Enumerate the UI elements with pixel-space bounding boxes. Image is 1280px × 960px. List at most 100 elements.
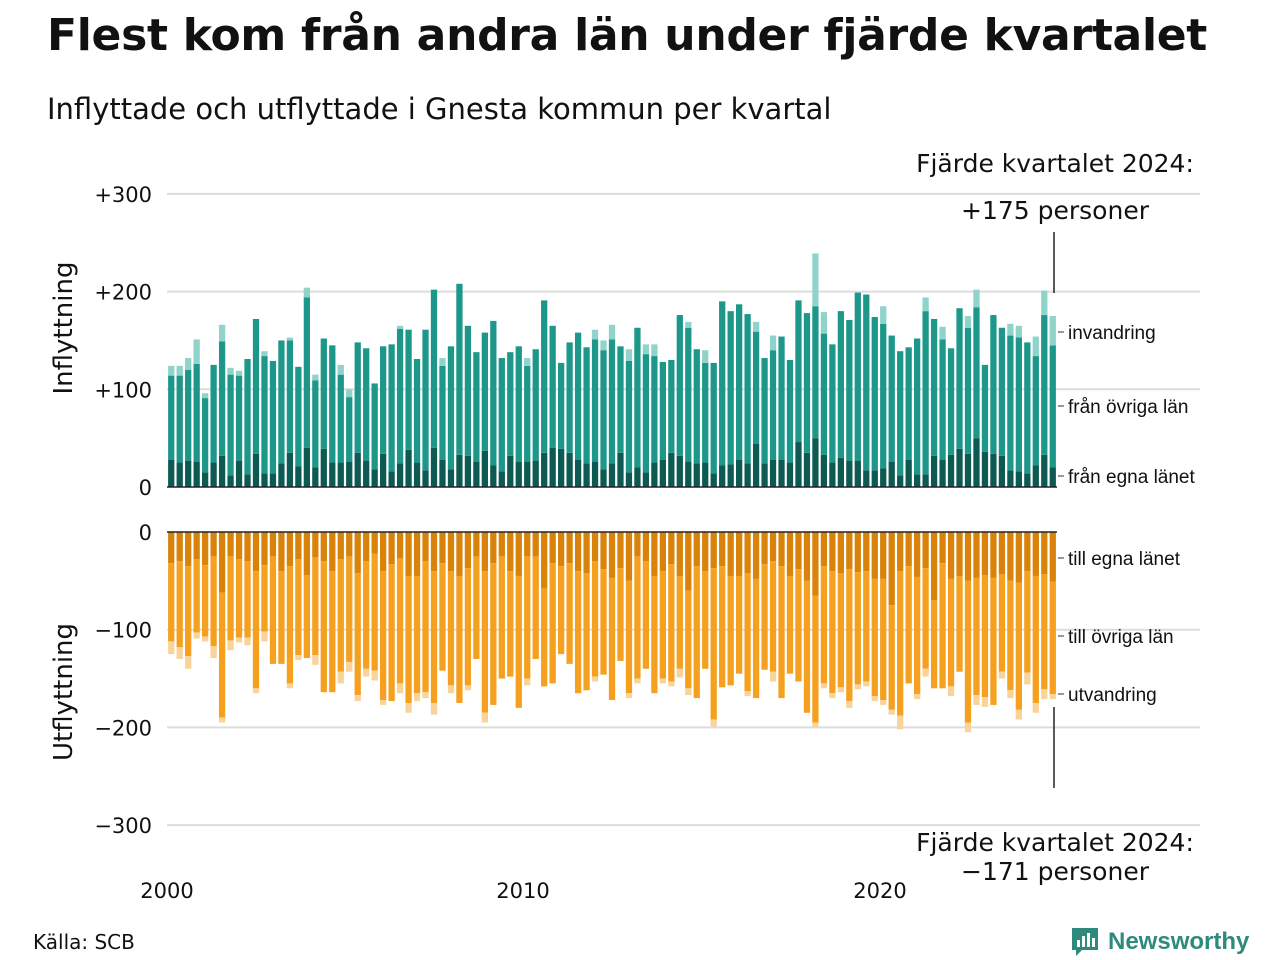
bar-segment — [642, 561, 650, 669]
bar-segment — [439, 563, 446, 671]
chart-subtitle: Inflyttade och utflyttade i Gnesta kommu… — [47, 92, 832, 126]
bar-segment — [515, 532, 522, 576]
bar-segment — [591, 561, 599, 677]
bar-segment — [998, 327, 1006, 456]
bar-segment — [702, 350, 709, 363]
bar-segment — [990, 577, 997, 705]
brand-name: Newsworthy — [1108, 928, 1250, 955]
bar-segment — [566, 532, 573, 564]
bar-segment — [202, 636, 209, 642]
bar-segment — [1049, 694, 1056, 700]
bar-segment — [227, 475, 234, 487]
bar-segment — [490, 532, 497, 564]
bar-segment — [312, 467, 319, 487]
bar-segment — [235, 370, 243, 376]
bar-segment — [897, 475, 904, 487]
bar-segment — [329, 532, 336, 572]
bar-segment — [388, 471, 395, 487]
bar-segment — [380, 453, 387, 487]
y-tick-label: +300 — [94, 183, 152, 207]
bar-segment — [498, 532, 505, 557]
bar-segment — [261, 473, 268, 487]
annotation-line-1: Fjärde kvartalet 2024: — [916, 828, 1194, 857]
bar-segment — [642, 354, 650, 473]
bar-segment — [380, 532, 387, 572]
bar-segment — [719, 301, 726, 466]
bar-segment — [846, 532, 853, 570]
bar-segment — [880, 532, 887, 579]
bar-segment — [252, 571, 260, 689]
bar-segment — [1015, 325, 1022, 338]
y-tick-label: +100 — [94, 378, 152, 402]
bar-segment — [922, 668, 929, 677]
bar-segment — [371, 532, 378, 554]
bar-segment — [210, 364, 217, 463]
bar-segment — [752, 331, 760, 445]
bar-segment — [973, 438, 980, 487]
bar-segment — [625, 580, 633, 694]
bar-segment — [778, 532, 785, 567]
bar-segment — [430, 702, 438, 715]
bar-segment — [320, 532, 327, 562]
bar-segment — [210, 556, 217, 647]
bar-segment — [888, 605, 895, 710]
bar-segment — [1041, 532, 1048, 575]
bar-segment — [668, 452, 675, 488]
y-tick-label: +200 — [94, 281, 152, 305]
bar-segment — [947, 686, 955, 697]
bar-segment — [973, 577, 980, 696]
bar-segment — [914, 532, 921, 577]
bar-segment — [769, 459, 777, 487]
bar-segment — [939, 339, 946, 460]
bar-segment — [583, 573, 590, 691]
bar-segment — [185, 460, 192, 487]
bar-segment — [286, 340, 294, 453]
bar-segment — [897, 532, 904, 572]
bar-segment — [795, 532, 802, 570]
bar-segment — [608, 324, 616, 340]
bar-segment — [549, 447, 556, 487]
bar-segment — [549, 563, 556, 684]
bar-segment — [668, 532, 675, 565]
bar-segment — [591, 461, 599, 487]
bar-segment — [981, 697, 989, 707]
bar-segment — [193, 559, 200, 633]
bar-segment — [922, 297, 929, 312]
bar-segment — [490, 320, 497, 466]
bar-segment — [524, 532, 531, 557]
bar-segment — [532, 532, 539, 557]
bar-segment — [685, 321, 692, 328]
bar-segment — [176, 561, 183, 648]
bar-segment — [880, 578, 887, 701]
bar-segment — [812, 722, 819, 728]
bar-segment — [829, 693, 836, 699]
bar-segment — [447, 469, 455, 487]
bar-segment — [227, 532, 234, 557]
bar-segment — [481, 332, 488, 451]
bar-segment — [591, 329, 599, 340]
bar-segment — [761, 532, 768, 565]
bar-segment — [778, 459, 785, 487]
bar-segment — [744, 573, 751, 692]
bar-segment — [464, 455, 472, 487]
bar-segment — [558, 448, 565, 487]
bar-segment — [1032, 532, 1039, 576]
bar-segment — [303, 532, 310, 575]
bar-segment — [346, 397, 353, 462]
bar-segment — [1007, 532, 1014, 581]
bar-segment — [447, 571, 455, 686]
bar-segment — [464, 532, 472, 569]
bar-segment — [185, 656, 192, 669]
bar-segment — [252, 453, 260, 487]
bar-segment — [549, 325, 556, 448]
bar-segment — [269, 532, 277, 557]
bar-segment — [897, 571, 904, 716]
bar-segment — [676, 455, 683, 487]
bar-segment — [744, 532, 751, 574]
bar-segment — [346, 556, 353, 662]
bar-segment — [642, 472, 650, 487]
bar-segment — [430, 532, 438, 572]
bar-segment — [168, 641, 175, 655]
bar-segment — [507, 455, 514, 487]
bar-segment — [964, 453, 972, 487]
